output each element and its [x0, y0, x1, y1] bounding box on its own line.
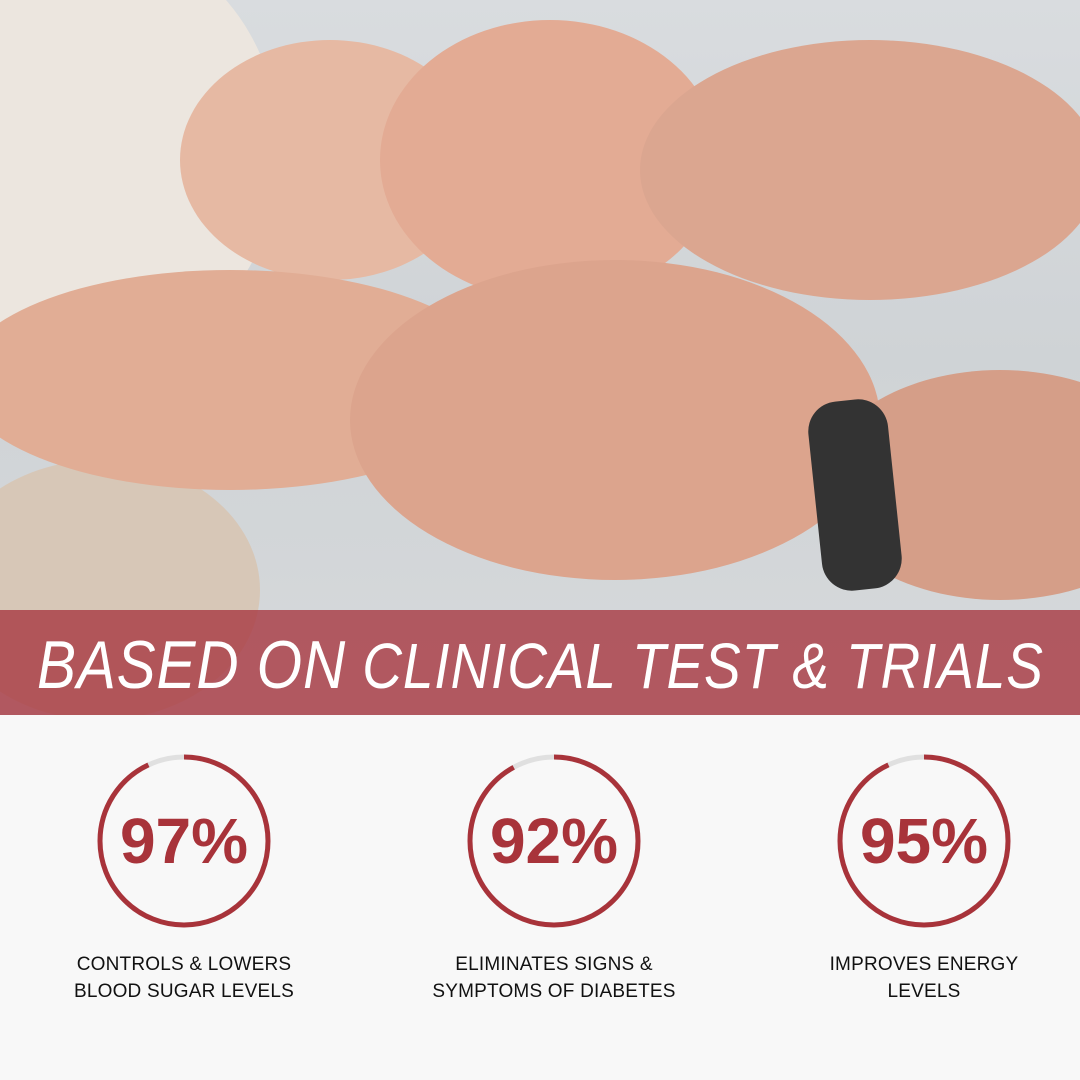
stat-item: 97% CONTROLS & LOWERS BLOOD SUGAR LEVELS [34, 753, 334, 1005]
progress-arc [467, 754, 641, 928]
progress-ring: 92% [467, 754, 641, 928]
stats-section: 97% CONTROLS & LOWERS BLOOD SUGAR LEVELS … [0, 715, 1080, 1080]
stat-label: IMPROVES ENERGY LEVELS [829, 954, 1019, 1002]
stat-value: 92% [490, 805, 618, 877]
banner: BASED ON CLINICAL TEST & TRIALS [0, 610, 1080, 715]
hero-photo-holding-hands [0, 0, 1080, 715]
progress-arc [837, 754, 1011, 928]
stat-item: 92% ELIMINATES SIGNS & SYMPTOMS OF DIABET… [404, 753, 704, 1005]
stat-value: 97% [120, 805, 248, 877]
progress-arc [97, 754, 271, 928]
banner-title: BASED ON CLINICAL TEST & TRIALS [36, 626, 1044, 703]
progress-ring: 95% [837, 754, 1011, 928]
stat-item: 95% IMPROVES ENERGY LEVELS [774, 753, 1074, 1005]
stat-label: ELIMINATES SIGNS & SYMPTOMS OF DIABETES [432, 954, 676, 1002]
stat-label: CONTROLS & LOWERS BLOOD SUGAR LEVELS [73, 954, 295, 1002]
progress-ring: 97% [97, 754, 271, 928]
stat-value: 95% [860, 805, 988, 877]
